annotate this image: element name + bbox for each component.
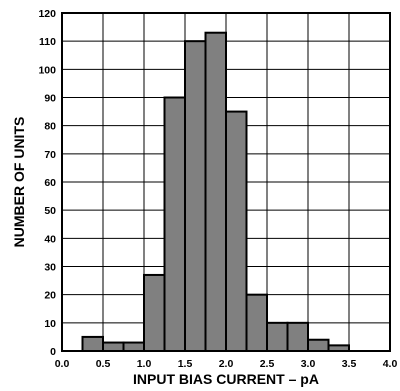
x-tick-label: 1.0 (137, 358, 152, 370)
histogram-bars (81, 31, 350, 353)
x-tick-label: 1.5 (178, 358, 193, 370)
x-tick-label: 0.5 (96, 358, 111, 370)
y-tick-label: 60 (44, 177, 56, 189)
x-tick-label: 2.0 (219, 358, 234, 370)
y-tick-label: 90 (44, 93, 56, 105)
histogram-bar (286, 321, 309, 353)
histogram-bar (102, 341, 125, 352)
x-tick-label: 2.5 (260, 358, 275, 370)
histogram-bar (122, 341, 145, 352)
y-tick-label: 120 (38, 8, 56, 20)
y-tick-label: 30 (44, 262, 56, 274)
y-tick-label: 50 (44, 205, 56, 217)
histogram-bar (143, 273, 166, 353)
histogram-bar (184, 40, 207, 353)
histogram-bar (163, 96, 186, 352)
y-tick-label: 10 (44, 318, 56, 330)
y-axis-title: NUMBER OF UNITS (11, 117, 27, 248)
y-tick-label: 80 (44, 121, 56, 133)
histogram-bar (81, 335, 104, 352)
histogram-bar (225, 110, 248, 353)
y-tick-label: 110 (39, 36, 56, 48)
x-tick-label: 3.0 (301, 358, 316, 370)
histogram-bar (266, 321, 289, 353)
x-tick-label: 0.0 (55, 358, 70, 370)
y-tick-label: 20 (44, 290, 56, 302)
y-tick-label: 40 (44, 233, 56, 245)
histogram-bar (307, 338, 330, 353)
x-axis-ticks: 0.0 0.5 1.0 1.5 2.0 2.5 3.0 3.5 4.0 (55, 358, 398, 370)
y-tick-label: 100 (38, 64, 56, 76)
y-tick-label: 0 (50, 346, 56, 358)
x-tick-label: 4.0 (383, 358, 398, 370)
histogram-bar (204, 31, 227, 352)
x-tick-label: 3.5 (342, 358, 357, 370)
plot-frame (61, 12, 391, 352)
y-axis-ticks: 0 10 20 30 40 50 60 70 80 90 100 110 120 (38, 8, 56, 358)
histogram-bar (245, 293, 268, 352)
x-axis-title: INPUT BIAS CURRENT – pA (133, 371, 319, 387)
y-tick-label: 70 (44, 149, 56, 161)
